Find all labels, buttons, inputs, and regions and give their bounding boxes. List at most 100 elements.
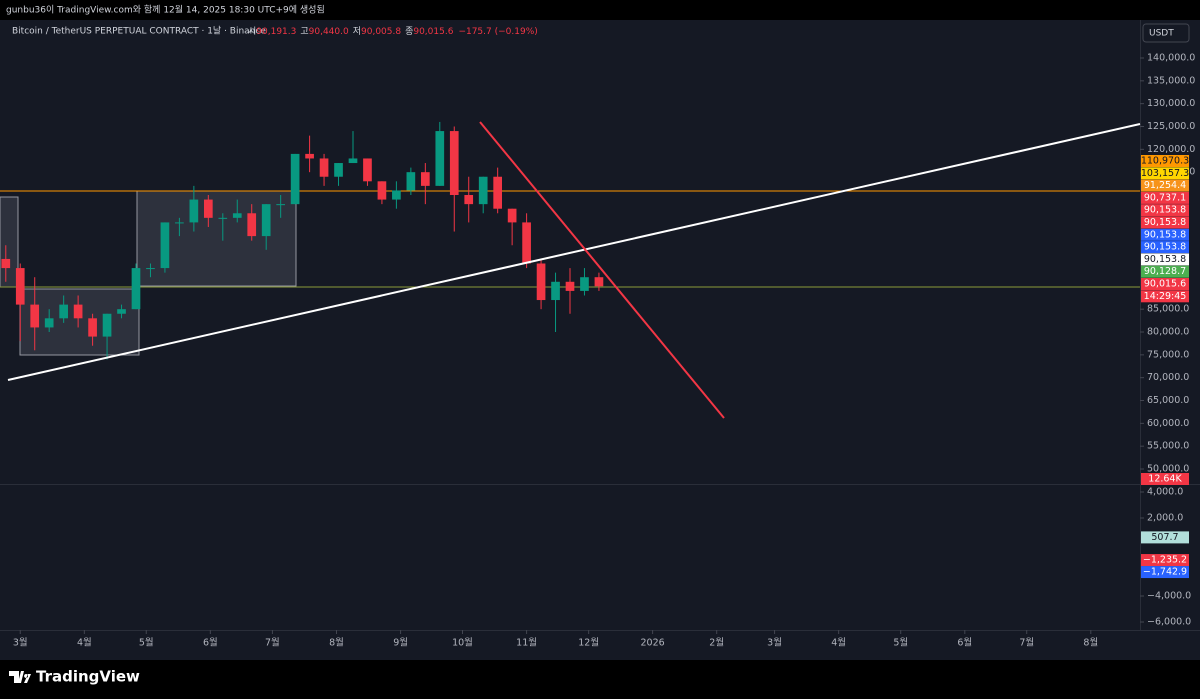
price-tag: 90,153.8 <box>1144 242 1186 253</box>
y-tick-label: 65,000.0 <box>1147 395 1189 406</box>
price-tag: 90,153.8 <box>1144 217 1186 228</box>
y-tick-label: 4,000.0 <box>1147 486 1183 497</box>
candle-body <box>131 268 141 310</box>
candle-body <box>247 213 257 237</box>
candle-body <box>276 204 285 206</box>
candle-body <box>73 304 83 319</box>
trend-line <box>7 123 1141 381</box>
price-tag-bg <box>1141 265 1189 278</box>
candle-body <box>146 268 155 270</box>
header-text: gunbu36이 TradingView.com와 함께 12월 14, 202… <box>6 4 325 16</box>
candle-body <box>522 222 531 264</box>
price-tag: 90,015.6 <box>1144 279 1186 290</box>
price-tag: 91,254.4 <box>1144 180 1186 191</box>
candle-body <box>319 158 329 177</box>
indicator-tag: 507.7 <box>1151 532 1178 543</box>
legend-label: 고 <box>300 27 308 37</box>
range-box <box>19 288 140 356</box>
candle-body <box>420 172 430 186</box>
y-tick-label: 55,000.0 <box>1147 441 1189 452</box>
legend-change: −175.7 (−0.19%) <box>458 27 537 37</box>
x-tick-label: 8월 <box>329 637 344 649</box>
candle-body <box>348 158 358 164</box>
candle-body <box>435 131 445 186</box>
header-bar <box>0 0 1200 20</box>
volume-tag-bg <box>1141 473 1189 485</box>
legend-label: 저 <box>353 26 361 37</box>
price-tag-bg <box>1141 278 1189 290</box>
volume-tag: 12.64K <box>1148 474 1182 485</box>
chart-bg <box>0 20 1200 660</box>
price-tag: 90,153.8 <box>1144 229 1186 240</box>
x-tick-label: 4월 <box>831 637 846 649</box>
price-tag: 90,737.1 <box>1144 192 1186 203</box>
legend-value: 90,440.0 <box>309 27 349 37</box>
footer-bar <box>0 660 1200 699</box>
candle-body <box>464 195 474 205</box>
candle-body <box>334 163 343 177</box>
y-tick-label: 120,000.0 <box>1147 144 1195 155</box>
x-tick-label: 7월 <box>265 637 280 649</box>
candle-body <box>1 258 11 269</box>
candle-body <box>406 172 416 191</box>
x-tick-label: 5월 <box>139 637 154 649</box>
y-tick-label: 125,000.0 <box>1147 121 1195 132</box>
x-tick-label: 3월 <box>767 637 782 649</box>
candle-body <box>59 304 68 319</box>
candle-body <box>363 158 372 182</box>
candle-body <box>565 281 575 291</box>
x-tick-label: 2026 <box>641 638 665 649</box>
candle-body <box>377 181 387 200</box>
price-tag-bg <box>1141 167 1189 180</box>
y-tick-label: 140,000.0 <box>1147 52 1195 63</box>
price-tag-bg <box>1141 155 1189 167</box>
price-tag-bg <box>1141 191 1189 204</box>
price-tag: 90,153.8 <box>1144 254 1186 265</box>
symbol-title: Bitcoin / TetherUS PERPETUAL CONTRACT · … <box>12 26 266 37</box>
candle-body <box>594 277 604 287</box>
legend-label: 종 <box>405 26 413 37</box>
y-tick-label: 50,000.0 <box>1147 464 1189 475</box>
indicator-tag: −1,235.2 <box>1143 555 1187 566</box>
price-tag-bg <box>1141 216 1189 229</box>
x-tick-label: 11월 <box>516 637 537 649</box>
candle-body <box>203 199 213 218</box>
logo: TradingView <box>9 668 140 686</box>
x-tick-label: 10월 <box>452 637 473 649</box>
indicator-tag-bg <box>1141 566 1189 579</box>
y-tick-label: 70,000.0 <box>1147 372 1189 383</box>
price-tag: 90,153.8 <box>1144 205 1186 216</box>
candle-body <box>261 204 271 237</box>
indicator-tag-bg <box>1141 531 1189 544</box>
y-tick-label: −6,000.0 <box>1147 617 1191 628</box>
currency-button[interactable] <box>1142 23 1190 43</box>
candle-body <box>15 268 25 305</box>
currency[interactable]: USDT <box>1149 29 1174 39</box>
price-tag-bg <box>1141 228 1189 241</box>
legend-label: 시 <box>248 26 256 37</box>
indicator-tag: −1,742.9 <box>1143 567 1187 578</box>
candle-body <box>493 176 503 209</box>
range-box <box>0 196 19 288</box>
candle-body <box>88 318 97 337</box>
price-tag: 103,157.3 <box>1141 168 1189 179</box>
candle-body <box>305 153 314 159</box>
legend-value: 90,191.3 <box>256 27 296 37</box>
x-tick-label: 7월 <box>1019 637 1034 649</box>
price-tag-bg <box>1141 241 1189 254</box>
x-tick-label: 5월 <box>893 637 908 649</box>
candle-body <box>449 131 459 196</box>
candle-body <box>44 318 54 328</box>
candle-body <box>189 199 199 223</box>
x-tick-label: 8월 <box>1083 637 1098 649</box>
x-tick-label: 2월 <box>709 637 724 649</box>
candle-body <box>232 213 242 218</box>
candle-body <box>290 153 300 205</box>
candle-body <box>536 263 546 301</box>
y-tick-label: 80,000.0 <box>1147 327 1189 338</box>
x-tick-label: 12월 <box>578 637 599 649</box>
ohlc-legend: 시90,191.3 고90,440.0 저90,005.8 종90,015.6 −175… <box>248 26 538 37</box>
x-tick-label: 9월 <box>393 637 408 649</box>
